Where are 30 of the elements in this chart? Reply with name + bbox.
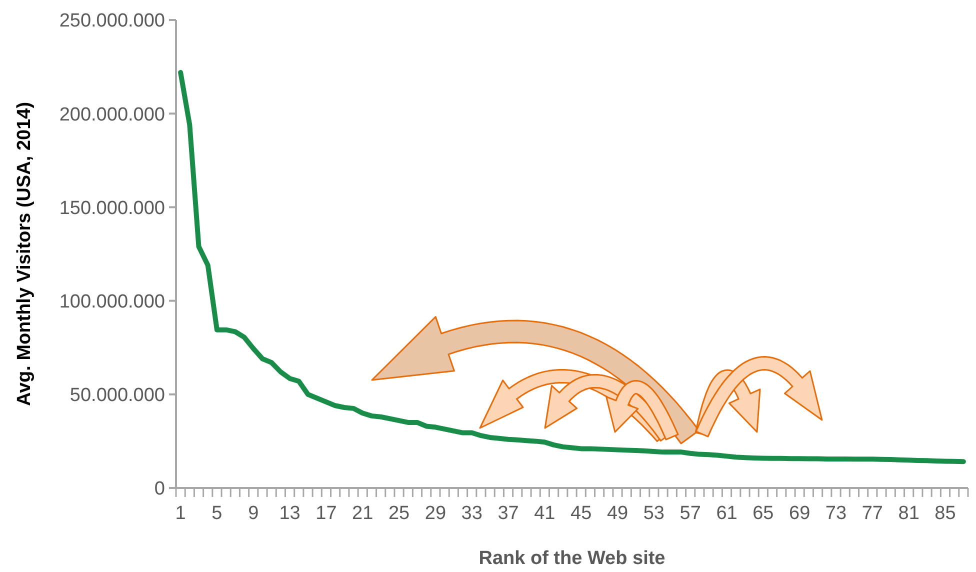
x-tick-label: 21 (352, 503, 374, 524)
x-tick-label: 13 (279, 503, 300, 524)
x-tick-label: 73 (825, 503, 847, 524)
x-tick-label: 41 (534, 503, 556, 524)
y-axis-title: Avg. Monthly Visitors (USA, 2014) (14, 102, 35, 406)
x-axis-title: Rank of the Web site (478, 548, 666, 569)
x-tick-label: 53 (643, 503, 664, 524)
x-tick-label: 37 (498, 503, 519, 524)
x-tick-label: 29 (424, 503, 446, 524)
y-tick-label: 150.000.000 (59, 198, 165, 219)
y-tick-label: 100.000.000 (59, 291, 165, 312)
x-tick-label: 9 (248, 503, 259, 524)
x-tick-label: 17 (316, 503, 337, 524)
x-tick-label: 25 (388, 503, 410, 524)
x-tick-label: 45 (570, 503, 592, 524)
x-tick-label: 69 (789, 503, 810, 524)
x-tick-label: 33 (461, 503, 482, 524)
y-tick-label: 200.000.000 (59, 104, 165, 126)
x-tick-label: 5 (212, 503, 222, 524)
x-tick-label: 57 (680, 503, 701, 524)
y-tick-label: 0 (154, 478, 165, 500)
x-tick-label: 49 (606, 503, 628, 524)
y-tick-label: 50.000.000 (70, 385, 165, 406)
x-tick-label: 81 (898, 503, 920, 524)
x-tick-label: 1 (175, 503, 186, 524)
x-tick-label: 65 (752, 503, 774, 524)
y-tick-label: 250.000.000 (59, 10, 165, 32)
x-tick-label: 85 (934, 503, 956, 524)
x-tick-label: 77 (862, 503, 883, 524)
x-tick-label: 61 (716, 503, 738, 524)
